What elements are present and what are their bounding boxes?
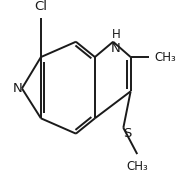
Text: CH₃: CH₃ (126, 160, 148, 172)
Text: N: N (13, 82, 22, 95)
Text: S: S (123, 127, 131, 140)
Text: H: H (112, 28, 120, 41)
Text: CH₃: CH₃ (155, 51, 177, 64)
Text: N: N (111, 42, 121, 55)
Text: Cl: Cl (34, 0, 48, 13)
